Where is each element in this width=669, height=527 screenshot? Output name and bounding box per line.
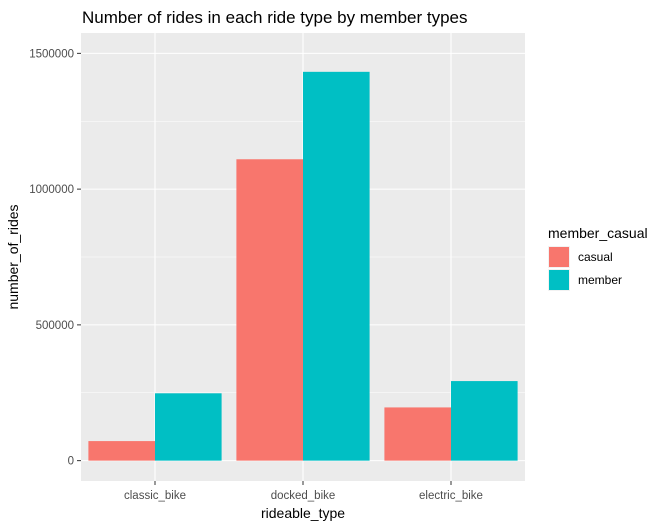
bar-member-electric_bike [451, 381, 518, 461]
legend-title: member_casual [548, 225, 648, 241]
bar-member-classic_bike [155, 393, 222, 461]
legend-label-member: member [578, 273, 622, 287]
y-axis-title: number_of_rides [5, 204, 21, 309]
legend-key-member [549, 270, 569, 290]
legend-label-casual: casual [578, 250, 613, 264]
y-axis: 0 500000 1000000 1500000 [29, 48, 81, 468]
x-tick-label: classic_bike [124, 490, 186, 502]
bar-casual-docked_bike [236, 159, 303, 461]
x-tick-label: electric_bike [419, 490, 483, 502]
y-tick-label: 500000 [36, 320, 74, 332]
chart-title: Number of rides in each ride type by mem… [82, 8, 468, 27]
legend: member_casual casual member [548, 225, 648, 291]
y-tick-label: 0 [68, 456, 74, 468]
x-tick-label: docked_bike [271, 490, 336, 502]
x-axis-title: rideable_type [261, 505, 345, 521]
x-axis: classic_bike docked_bike electric_bike [124, 481, 483, 502]
bar-member-docked_bike [303, 71, 370, 461]
bar-casual-electric_bike [384, 407, 451, 461]
legend-key-casual [549, 247, 569, 267]
legend-items: casual member [548, 246, 622, 291]
y-tick-label: 1500000 [29, 48, 74, 60]
bars [88, 71, 518, 461]
bar-casual-classic_bike [88, 441, 155, 461]
y-tick-label: 1000000 [29, 184, 74, 196]
